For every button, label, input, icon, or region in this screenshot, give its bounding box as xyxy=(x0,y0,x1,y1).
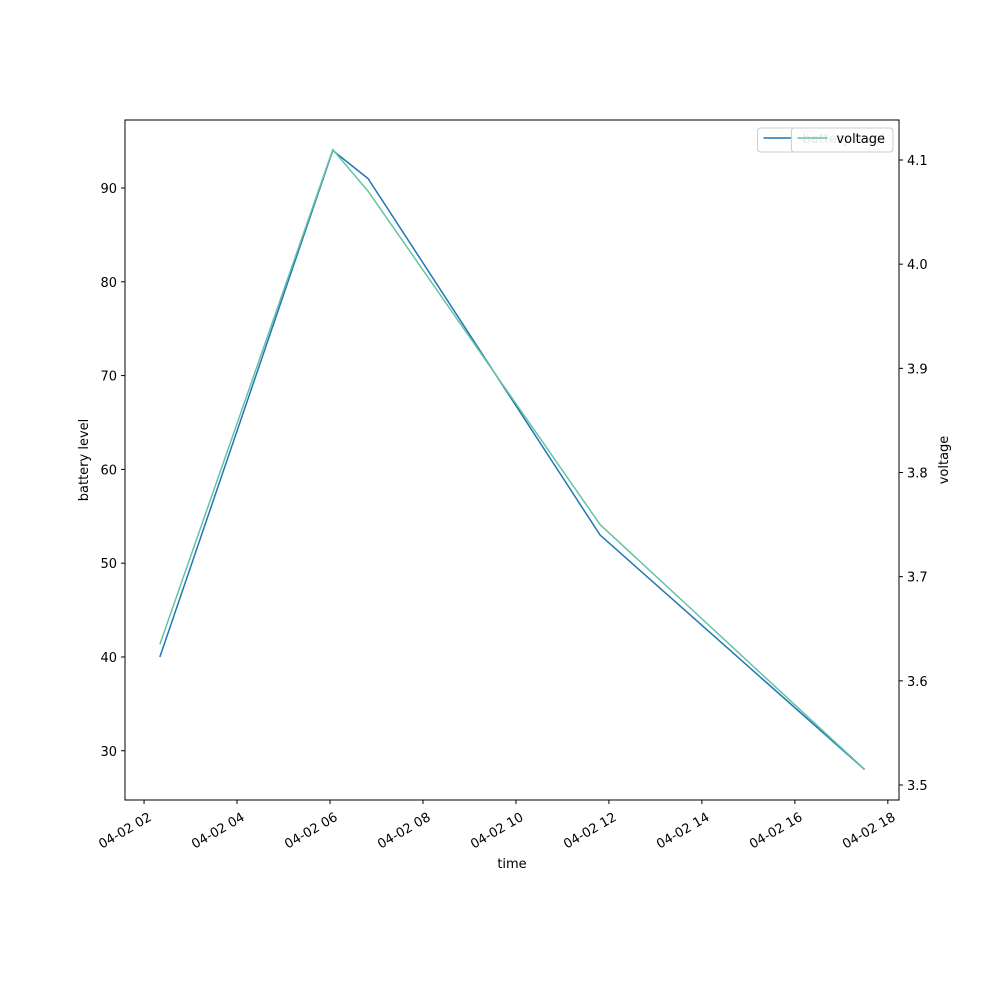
y-tick-label: 60 xyxy=(100,463,117,478)
y2-tick-label: 3.8 xyxy=(907,467,928,482)
y2-tick-label: 3.7 xyxy=(907,571,928,586)
y-axis-label: battery level xyxy=(77,419,92,502)
x-tick-label: 04-02 02 xyxy=(96,810,154,852)
x-tick-label: 04-02 08 xyxy=(375,810,433,852)
y-tick-label: 70 xyxy=(100,370,117,385)
y2-tick-label: 3.9 xyxy=(907,362,928,377)
x-tick-label: 04-02 06 xyxy=(282,810,340,852)
x-tick-label: 04-02 18 xyxy=(840,810,898,852)
y-tick-label: 80 xyxy=(100,276,117,291)
x-tick-label: 04-02 04 xyxy=(189,810,247,852)
y2-tick-label: 4.0 xyxy=(907,258,928,273)
x-tick-label: 04-02 12 xyxy=(561,810,619,852)
series-line xyxy=(159,148,866,770)
y2-tick-label: 3.6 xyxy=(907,675,928,690)
legend: voltage xyxy=(790,127,894,153)
series-line xyxy=(159,149,866,771)
plot-frame xyxy=(124,119,900,801)
x-tick-label: 04-02 16 xyxy=(747,810,805,852)
x-tick-label: 04-02 14 xyxy=(654,810,712,852)
y2-axis-label: voltage xyxy=(937,436,952,485)
y-tick-label: 90 xyxy=(100,182,117,197)
y2-tick-label: 3.5 xyxy=(907,779,928,794)
y-tick-label: 50 xyxy=(100,557,117,572)
x-axis-label: time xyxy=(497,857,526,872)
y-tick-label: 40 xyxy=(100,651,117,666)
legend-label: voltage xyxy=(836,132,885,147)
y-tick-label: 30 xyxy=(100,745,117,760)
x-tick-label: 04-02 10 xyxy=(468,810,526,852)
legend-box xyxy=(790,127,894,153)
y2-tick-label: 4.1 xyxy=(907,154,928,169)
